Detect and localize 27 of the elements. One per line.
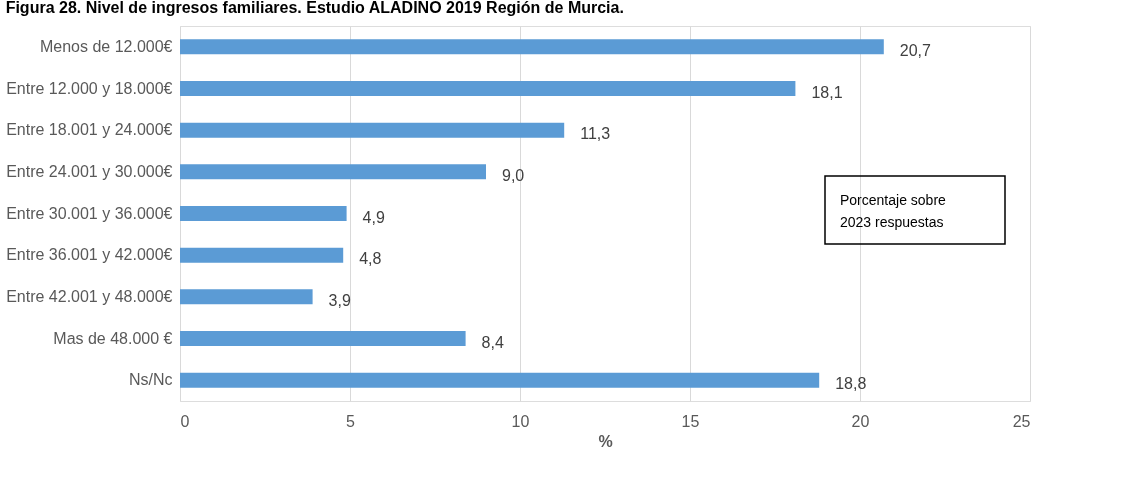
- chart-title: Figura 28. Nivel de ingresos familiares. Estudio ALADINO 2019 Región de Murcia.: [5, 0, 624, 16]
- x-tick-label: 5: [346, 412, 356, 430]
- y-tick-label: Entre 42.001 y 48.000€: [6, 287, 173, 305]
- data-label: 3,9: [328, 291, 351, 309]
- data-label: 8,4: [481, 333, 504, 351]
- x-tick-label: 10: [511, 412, 530, 430]
- data-label: 4,9: [362, 208, 385, 226]
- y-tick-label: Menos de 12.000€: [39, 37, 173, 55]
- x-tick-label: 20: [851, 412, 870, 430]
- x-tick-label: 15: [681, 412, 700, 430]
- x-tick-label: 25: [1012, 412, 1031, 430]
- y-tick-label: Entre 36.001 y 42.000€: [6, 246, 173, 264]
- data-label: 18,8: [835, 375, 867, 393]
- y-tick-label: Mas de 48.000 €: [53, 329, 173, 347]
- data-label: 11,3: [580, 125, 611, 143]
- y-tick-label: Entre 30.001 y 36.000€: [6, 204, 173, 222]
- y-tick-label: Ns/Nc: [128, 371, 173, 389]
- annotation: Porcentaje sobre 2023 respuestas: [840, 192, 947, 230]
- y-tick-label: Entre 12.000 y 18.000€: [6, 79, 173, 97]
- data-label: 18,1: [811, 83, 843, 101]
- data-label: 20,7: [899, 41, 932, 59]
- x-tick-label: 0: [180, 412, 190, 430]
- x-axis-title: %: [598, 432, 613, 450]
- data-label: 9,0: [502, 166, 525, 184]
- y-tick-label: Entre 18.001 y 24.000€: [6, 121, 173, 139]
- y-tick-label: Entre 24.001 y 30.000€: [6, 162, 173, 180]
- data-label: 4,8: [359, 250, 382, 268]
